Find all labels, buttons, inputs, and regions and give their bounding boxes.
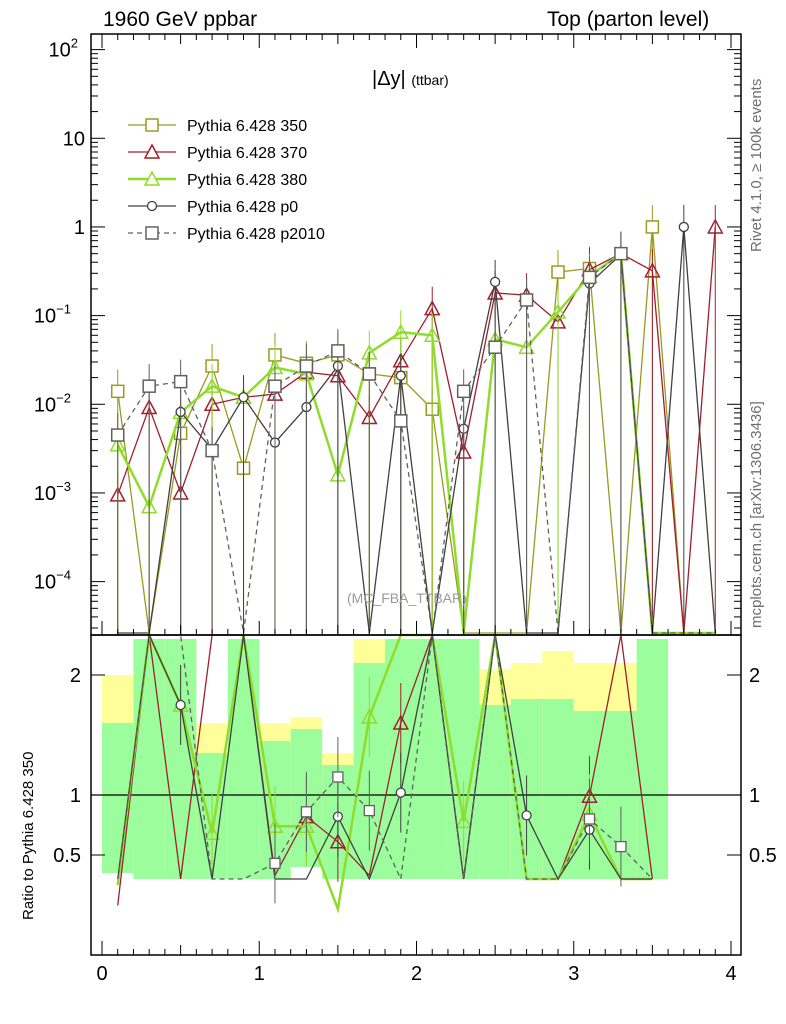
x-ticks: 0 1 2 3 4 [96,34,737,985]
legend: Pythia 6.428 350 Pythia 6.428 370 Pythia 6… [128,118,325,243]
data-point [519,293,534,307]
data-point [614,246,628,261]
y-tick-label: 10−2 [34,390,71,416]
x-tick-label: 3 [568,963,579,985]
ratio-tick-left: 2 [70,665,81,687]
y-tick-label: 1 [74,217,85,239]
ratio-tick-right: 1 [749,785,760,807]
data-point [299,359,314,373]
x-tick-label: 4 [725,963,736,985]
data-point [394,414,408,428]
ratio-y-tick-labels: 2 2 1 1 0.5 0.5 [53,665,777,867]
data-point [110,384,125,399]
data-point [645,220,660,234]
ratio-point [300,806,313,818]
green-band-bin [416,639,448,879]
green-band-bin [636,639,669,879]
ratio-point [395,787,406,798]
ratio-point [615,840,627,853]
data-point [392,323,410,339]
legend-label: Pythia 6.428 p2010 [187,226,325,243]
data-point [110,428,125,442]
data-point [489,276,501,288]
ratio-tick-right: 0.5 [749,845,777,867]
chart-title-sub: (ttbar) [411,72,449,88]
ratio-y-axis-label: Ratio to Pythia 6.428 350 [20,751,37,920]
ratio-point [363,804,375,817]
legend-label: Pythia 6.428 350 [187,118,307,135]
ratio-point [392,714,410,730]
ratio-series-3 [117,634,653,904]
y-tick-label: 10 [63,128,85,150]
x-tick-label: 0 [96,963,107,985]
bottom-mask [0,956,786,1024]
data-point [331,344,345,358]
y-tick-label: 10−3 [34,479,71,505]
x-tick-label: 1 [254,963,265,985]
header-left: 1960 GeV ppbar [103,8,258,31]
ratio-point [455,812,472,829]
data-point [549,303,567,319]
ratio-series-2 [117,632,653,881]
main-series-0 [110,204,716,635]
data-point [203,377,221,393]
data-point [142,379,156,393]
main-series-4 [110,231,716,635]
ratio-point [203,824,221,841]
green-band-bin [479,705,511,879]
rivet-version-label: Rivet 4.1.0, ≥ 100k events [748,78,765,252]
main-series-1 [109,204,724,635]
legend-marker [145,118,159,132]
ratio-line [117,634,653,882]
ratio-point [521,810,532,821]
data-point [205,443,219,458]
ratio-tick-right: 2 [749,665,760,687]
legend-marker [145,226,159,240]
data-point [456,384,471,399]
data-point [362,367,377,381]
legend-marker [143,170,161,186]
x-tick-label: 2 [411,963,422,985]
watermark: (MC_FBA_TTBAR) [347,590,467,606]
ratio-point [332,771,344,783]
ratio-point [361,708,378,724]
data-point [395,370,406,381]
data-point [707,218,724,234]
legend-marker [146,200,158,212]
ratio-point [175,699,186,711]
data-point [268,379,282,393]
data-point [173,374,188,389]
data-point [644,262,661,278]
ratio-line [117,634,654,906]
legend-marker [143,143,161,159]
y-tick-label: 102 [49,36,78,62]
data-point [238,392,249,403]
data-point [423,326,441,343]
header-right: Top (parton level) [547,8,710,31]
data-point [488,340,502,354]
ratio-tick-left: 0.5 [53,845,81,867]
y-tick-label: 10−4 [34,568,71,594]
y-tick-label: 10−1 [34,302,71,328]
ratio-tick-left: 1 [70,785,81,807]
legend-label: Pythia 6.428 p0 [187,199,298,216]
green-band-bin [227,639,260,879]
chart-title: |Δy| (ttbar) [372,68,449,91]
chart-title-main: |Δy| [372,68,406,90]
data-point [678,221,689,233]
ratio-point [269,857,281,870]
green-band-bin [542,699,574,879]
series-line [117,226,716,634]
mcplots-label: mcplots.cern.ch [arXiv:1306.3436] [748,401,765,628]
data-point [582,270,597,285]
series-line [117,252,716,634]
ratio-line [117,632,653,881]
data-point [551,265,565,279]
legend-label: Pythia 6.428 380 [187,172,307,189]
green-band-bin [133,639,165,879]
ratio-point [583,813,596,825]
legend-label: Pythia 6.428 370 [187,145,307,162]
